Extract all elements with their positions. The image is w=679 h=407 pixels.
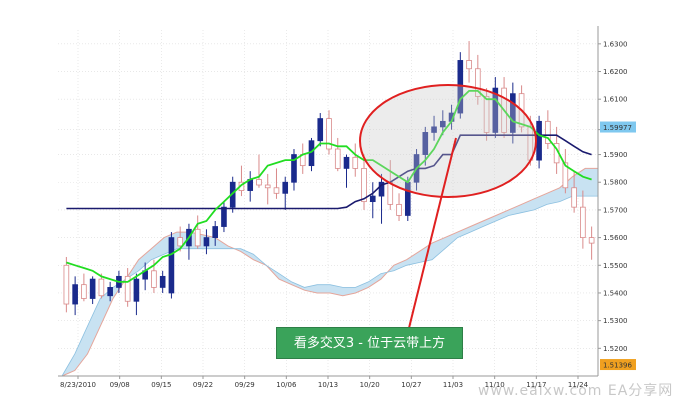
cloud-lower-line: [61, 195, 598, 377]
candle-body: [81, 284, 87, 299]
candle-body: [291, 154, 297, 183]
x-tick-label: 09/22: [193, 381, 213, 389]
indicator-lines: [66, 90, 592, 283]
y-tick-label: 1.5800: [603, 179, 628, 187]
candle-body: [361, 167, 367, 203]
x-tick-label: 11/17: [526, 381, 546, 389]
candle-body: [352, 156, 359, 169]
candle-body: [334, 148, 341, 169]
y-axis-ticks: 1.63001.62001.61001.59901.59001.58001.57…: [598, 40, 628, 353]
y-tick-label: 1.5300: [603, 317, 628, 325]
candle-body: [466, 60, 472, 70]
candlestick-series: [63, 41, 595, 316]
candle-body: [177, 237, 183, 247]
y-tick-label: 1.6300: [603, 40, 628, 48]
annotation-pointer: [408, 137, 457, 329]
candle-body: [194, 228, 201, 247]
candle-body: [124, 275, 131, 302]
x-tick-label: 09/29: [235, 381, 255, 389]
x-tick-label: 10/06: [276, 381, 297, 389]
candle-body: [396, 203, 402, 216]
candle-body: [562, 162, 569, 189]
x-axis-ticks: 8/23/2010 09/08 09/15 09/22 09/29 10/06 10/13 1…: [60, 376, 589, 389]
price-badge: [600, 121, 636, 133]
candle-body: [72, 284, 78, 305]
candle-body: [343, 156, 350, 169]
candle-body: [387, 181, 394, 205]
y-tick-label: 1.6200: [603, 68, 628, 76]
candle-body: [151, 270, 157, 288]
y-tick-label: 1.6100: [603, 96, 628, 104]
candle-body: [98, 278, 105, 297]
x-tick-label: 09/15: [151, 381, 171, 389]
y-tick-label: 1.5500: [603, 262, 628, 270]
candle-body: [431, 126, 437, 133]
watermark: www.eaixw.com EA分享网: [478, 383, 674, 399]
candle-body: [326, 118, 332, 150]
candle-body: [264, 184, 271, 189]
x-tick-label: 11/10: [485, 381, 505, 389]
price-badge-label: 1.51396: [603, 362, 632, 370]
ichimoku-cloud: [61, 167, 598, 377]
x-tick-label: 10/20: [360, 381, 380, 389]
x-tick-label: 10/27: [401, 381, 421, 389]
cloud-upper-line: [61, 167, 598, 377]
candle-body: [63, 264, 70, 305]
kijun-line: [66, 134, 592, 210]
candle-body: [159, 275, 166, 288]
candle-body: [203, 237, 210, 247]
plot-background: [0, 0, 598, 376]
candle-body: [369, 195, 376, 203]
candle-body: [475, 68, 481, 97]
x-tick-label: 10/13: [318, 381, 338, 389]
candle-body: [483, 96, 490, 133]
candle-body: [457, 60, 464, 114]
candle-body: [107, 287, 113, 297]
candle-body: [510, 93, 516, 133]
candle-body: [536, 120, 542, 161]
annotation-label: 看多交叉3 - 位于云带上方: [276, 327, 463, 359]
x-tick-label: 11/03: [443, 381, 463, 389]
x-tick-label: 8/23/2010: [60, 381, 96, 389]
candle-body: [256, 179, 262, 186]
candle-body: [317, 118, 324, 142]
candle-body: [133, 278, 140, 302]
x-tick-label: 11/24: [568, 381, 589, 389]
y-tick-label: 1.5600: [603, 234, 628, 242]
candle-body: [422, 132, 429, 155]
candle-body: [282, 181, 289, 194]
price-badge: [600, 359, 636, 371]
candle-body: [492, 87, 499, 133]
candle-body: [212, 226, 219, 238]
candle-body: [580, 206, 586, 238]
y-tick-label: 1.5700: [603, 206, 628, 214]
highlight-circle: [359, 84, 537, 198]
candle-body: [89, 278, 96, 299]
candle-body: [439, 120, 446, 128]
price-badge-label: 1.59977: [603, 124, 632, 132]
candle-body: [588, 237, 595, 244]
y-tick-label: 1.5400: [603, 289, 628, 297]
candle-body: [168, 237, 175, 294]
candle-body: [221, 206, 227, 227]
candle-body: [378, 181, 385, 197]
x-tick-label: 09/08: [110, 381, 130, 389]
tenkan-line: [66, 90, 592, 283]
y-tick-label: 1.5900: [603, 151, 628, 159]
candle-body: [545, 120, 551, 144]
candle-body: [273, 187, 280, 194]
candle-body: [571, 187, 577, 208]
price-badges: 1.59977 1.51396: [600, 121, 636, 371]
y-tick-label: 1.5200: [603, 345, 628, 353]
